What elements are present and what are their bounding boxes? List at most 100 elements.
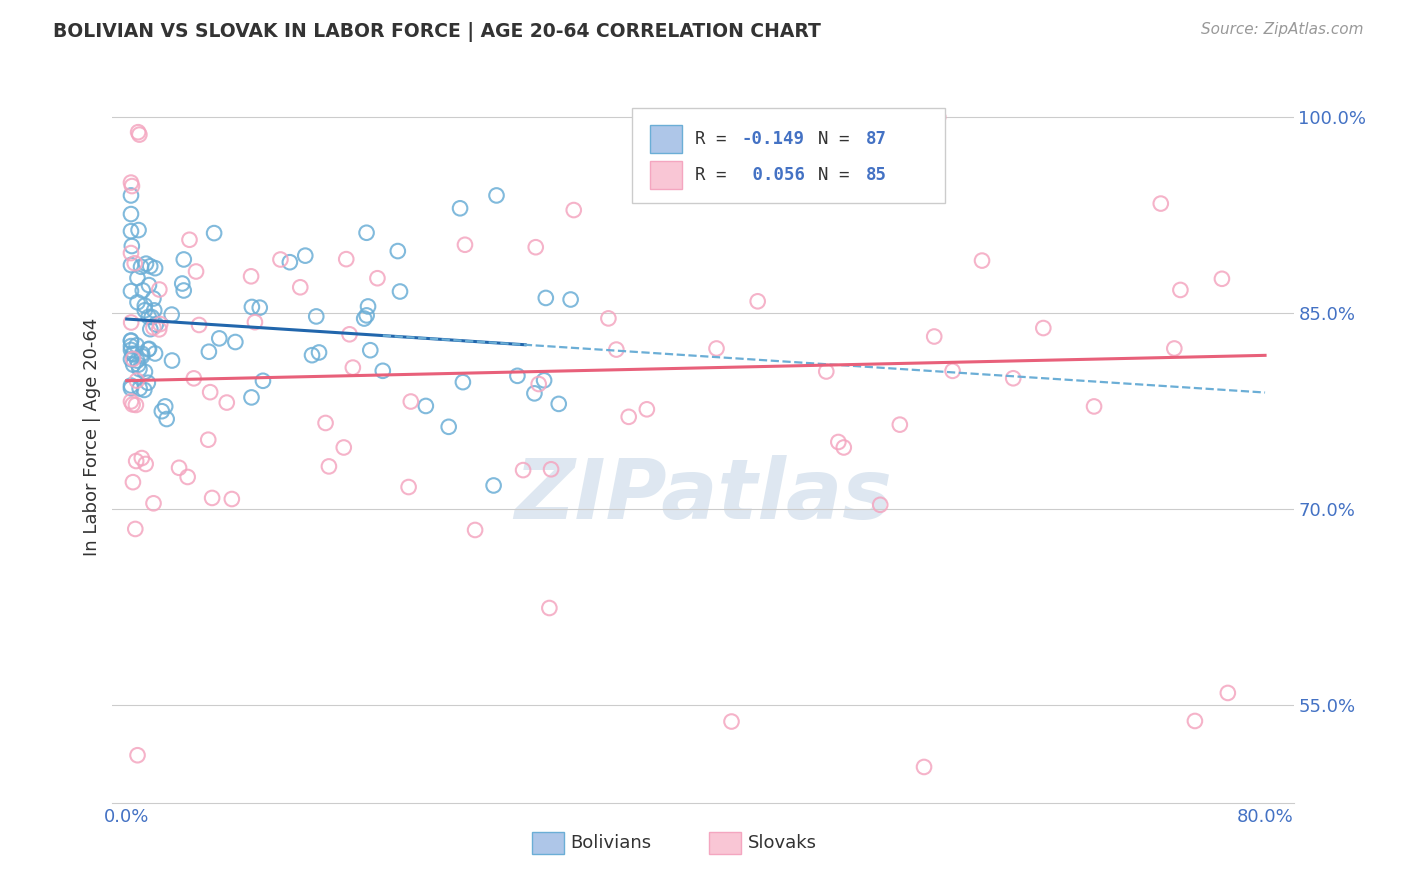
Point [143, 346, 166, 360]
Point [145, 318, 167, 332]
Point [120, 334, 142, 348]
Point [198, 385, 221, 400]
Bar [709, 832, 741, 854]
Point [357, 300, 380, 314]
Point [120, 258, 142, 272]
Point [120, 339, 142, 353]
Point [201, 491, 224, 505]
Text: N =: N = [817, 166, 859, 185]
Point [167, 460, 190, 475]
Point [366, 271, 388, 285]
Point [128, 362, 150, 376]
Point [156, 412, 179, 426]
Point [240, 269, 263, 284]
Point [138, 342, 160, 356]
Point [125, 374, 148, 388]
Point [149, 317, 172, 331]
Text: R =: R = [695, 129, 737, 148]
Point [240, 300, 263, 314]
Point [139, 259, 162, 273]
Point [120, 284, 142, 298]
Point [482, 478, 505, 492]
Point [124, 256, 146, 270]
Point [148, 283, 170, 297]
Point [912, 760, 935, 774]
Point [215, 395, 238, 409]
Point [827, 435, 849, 450]
Point [128, 381, 150, 395]
Text: 85: 85 [866, 166, 887, 185]
Point [127, 271, 149, 285]
Point [464, 523, 486, 537]
Point [120, 176, 142, 190]
Point [839, 128, 862, 142]
Point [449, 202, 471, 216]
Point [359, 343, 381, 358]
Point [243, 315, 266, 329]
Point [198, 344, 221, 359]
Point [188, 318, 211, 332]
Point [269, 252, 291, 267]
Point [160, 353, 183, 368]
Text: 0.056: 0.056 [742, 166, 806, 185]
Point [1083, 400, 1105, 414]
Point [523, 386, 546, 401]
Point [120, 381, 142, 395]
Point [538, 601, 561, 615]
Point [134, 383, 156, 397]
Point [120, 352, 142, 367]
Point [560, 293, 582, 307]
Point [122, 475, 145, 490]
Point [121, 239, 143, 253]
Point [132, 284, 155, 298]
Point [278, 255, 301, 269]
Point [121, 397, 143, 411]
Point [533, 373, 555, 387]
Point [315, 416, 337, 430]
Point [970, 253, 993, 268]
Point [747, 294, 769, 309]
Bar [650, 125, 682, 153]
Point [869, 498, 891, 512]
Point [1150, 196, 1173, 211]
Text: Slovaks: Slovaks [748, 834, 817, 852]
Point [1032, 321, 1054, 335]
Point [249, 301, 271, 315]
Point [120, 246, 142, 260]
Point [437, 419, 460, 434]
Text: 87: 87 [866, 129, 887, 148]
Point [353, 311, 375, 326]
Point [534, 291, 557, 305]
Point [720, 714, 742, 729]
Point [208, 331, 231, 345]
Point [598, 311, 620, 326]
Point [197, 433, 219, 447]
Point [941, 364, 963, 378]
Point [335, 252, 357, 267]
Point [706, 342, 728, 356]
Point [1216, 686, 1239, 700]
Point [415, 399, 437, 413]
Point [176, 470, 198, 484]
Point [142, 292, 165, 306]
Point [127, 295, 149, 310]
Point [134, 365, 156, 379]
Point [136, 343, 159, 357]
Point [356, 226, 378, 240]
Point [398, 480, 420, 494]
Point [131, 349, 153, 363]
Point [387, 244, 409, 258]
Point [388, 285, 411, 299]
Point [127, 353, 149, 368]
Point [922, 329, 945, 343]
Point [127, 748, 149, 763]
Point [342, 360, 364, 375]
Point [120, 334, 142, 348]
Point [120, 394, 142, 409]
Point [848, 151, 870, 165]
Point [527, 377, 550, 392]
Point [134, 303, 156, 318]
Point [160, 308, 183, 322]
Point [224, 334, 246, 349]
Point [136, 376, 159, 390]
